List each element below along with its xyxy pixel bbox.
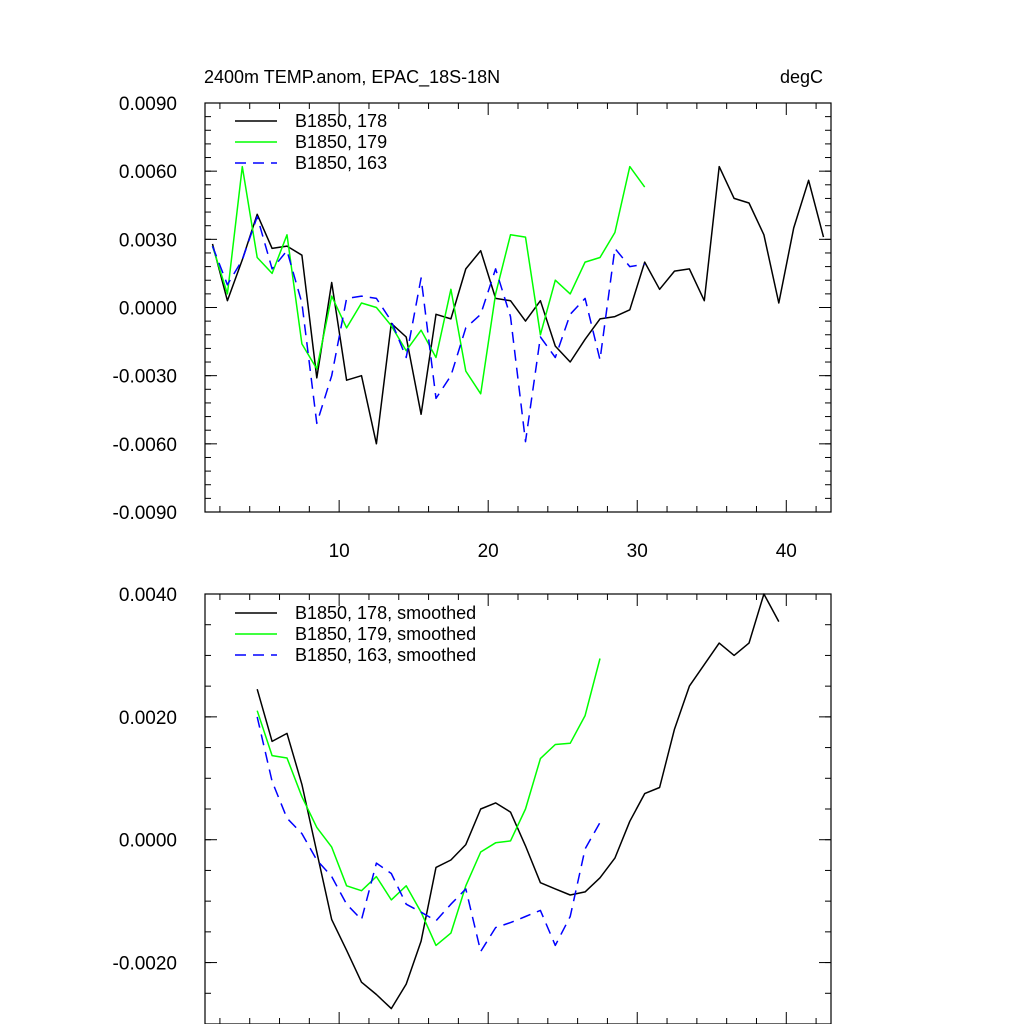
top-y-tick-label: -0.0090 bbox=[113, 503, 177, 524]
bottom-legend-label: B1850, 179, smoothed bbox=[295, 624, 476, 644]
top-panel: 2400m TEMP.anom, EPAC_18S-18N degC -0.00… bbox=[113, 67, 832, 562]
bottom-y-tick-label: 0.0040 bbox=[119, 585, 177, 606]
bottom-panel-lines bbox=[256, 593, 780, 1010]
top-panel-frame bbox=[204, 102, 832, 513]
top-legend-label: B1850, 178 bbox=[295, 111, 387, 131]
top-panel-lines bbox=[211, 165, 825, 445]
top-y-tick-label: 0.0060 bbox=[119, 162, 177, 183]
bottom-series-line-1 bbox=[256, 593, 780, 1010]
top-panel-title: 2400m TEMP.anom, EPAC_18S-18N bbox=[204, 67, 500, 88]
bottom-panel: -0.0020 0.0000 0.0020 0.0040 B1850, 178, sm… bbox=[113, 585, 832, 1024]
top-series-line-1 bbox=[211, 165, 825, 445]
top-y-tick-label: 0.0090 bbox=[119, 94, 177, 115]
bottom-series-line-3 bbox=[256, 716, 601, 953]
top-x-tick-label: 30 bbox=[627, 541, 648, 562]
top-legend-label: B1850, 179 bbox=[295, 132, 387, 152]
bottom-panel-frame bbox=[204, 593, 832, 1024]
top-panel-units: degC bbox=[780, 67, 823, 87]
bottom-y-tick-label: 0.0020 bbox=[119, 708, 177, 729]
bottom-y-tick-label: -0.0020 bbox=[113, 954, 177, 975]
top-x-tick-label: 10 bbox=[329, 541, 350, 562]
bottom-panel-axes: -0.0020 0.0000 0.0020 0.0040 bbox=[113, 585, 831, 1024]
top-y-tick-label: -0.0060 bbox=[113, 435, 177, 456]
top-y-tick-label: 0.0000 bbox=[119, 299, 177, 320]
top-x-tick-label: 20 bbox=[478, 541, 499, 562]
bottom-legend-label: B1850, 163, smoothed bbox=[295, 645, 476, 665]
top-y-tick-label: 0.0030 bbox=[119, 230, 177, 251]
top-x-tick-label: 40 bbox=[776, 541, 797, 562]
top-legend-label: B1850, 163 bbox=[295, 153, 387, 173]
top-panel-axes: -0.0090 -0.0060 -0.0030 0.0000 0.0030 0.0060 0… bbox=[113, 94, 831, 562]
top-y-tick-label: -0.0030 bbox=[113, 367, 177, 388]
bottom-y-tick-label: 0.0000 bbox=[119, 831, 177, 852]
bottom-series-line-2 bbox=[256, 658, 601, 947]
top-series-line-3 bbox=[211, 215, 645, 443]
bottom-legend-label: B1850, 178, smoothed bbox=[295, 603, 476, 623]
